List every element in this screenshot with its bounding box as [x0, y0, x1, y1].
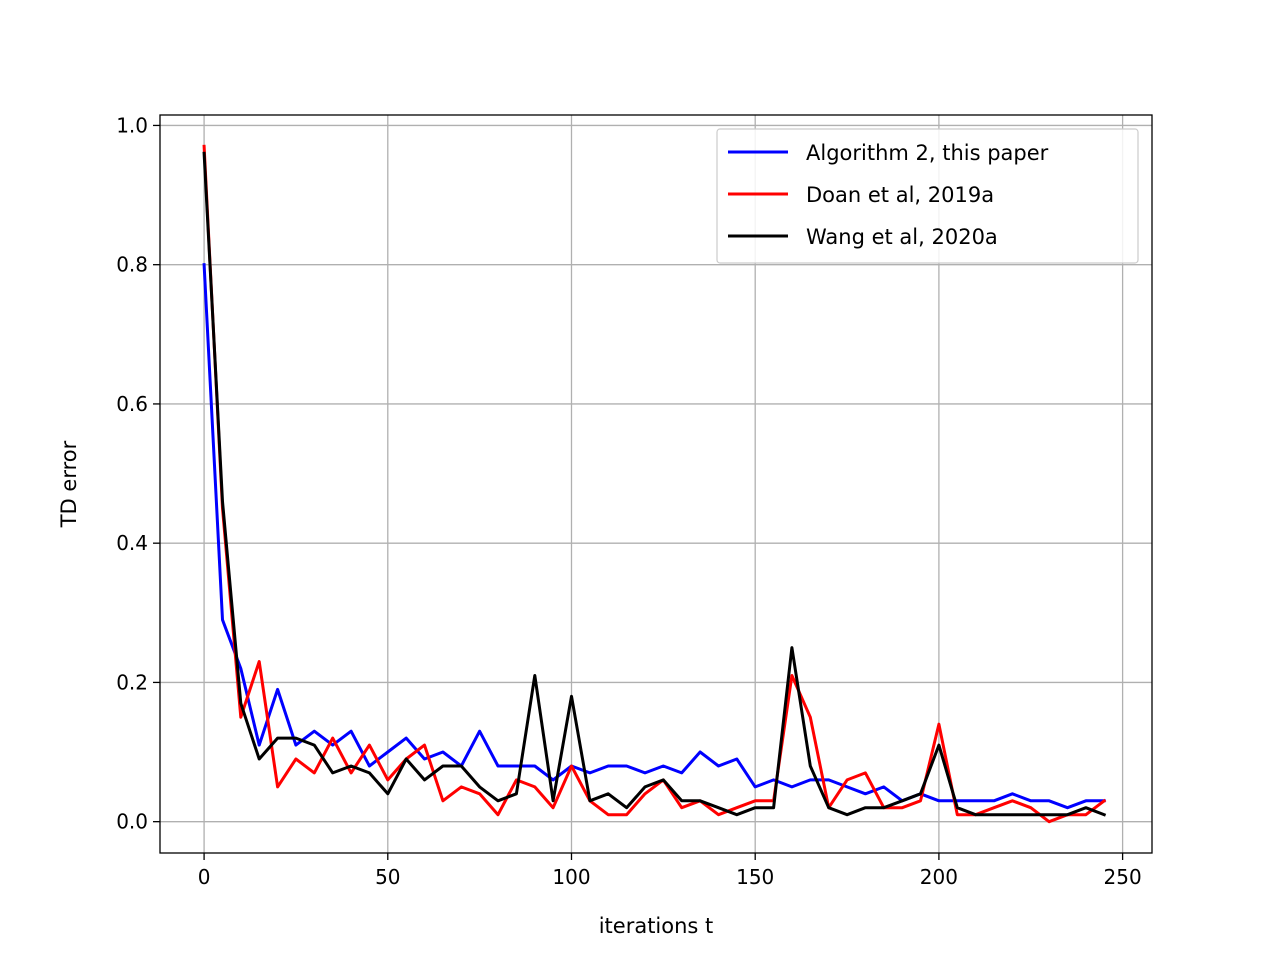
series-lines — [202, 144, 1107, 824]
y-tick-label: 0.8 — [116, 253, 148, 277]
x-tick-label: 100 — [552, 865, 590, 889]
y-tick-label: 1.0 — [116, 113, 148, 137]
legend-box — [716, 128, 1139, 264]
series-line-2 — [202, 151, 1107, 817]
x-tick-label: 200 — [920, 865, 958, 889]
legend: Algorithm 2, this paper Doan et al, 2019… — [716, 128, 1139, 264]
y-tick-label: 0.0 — [116, 810, 148, 834]
y-tick-label: 0.4 — [116, 531, 148, 555]
y-axis-label: TD error — [57, 440, 81, 528]
plot-frame — [159, 114, 1153, 854]
legend-label-1: Doan et al, 2019a — [806, 183, 994, 207]
x-tick-label: 250 — [1104, 865, 1142, 889]
x-axis-ticks: 0 50 100 150 200 250 — [198, 853, 1142, 889]
y-axis-ticks: 0.0 0.2 0.4 0.6 0.8 1.0 — [116, 113, 160, 834]
legend-label-0: Algorithm 2, this paper — [806, 141, 1049, 165]
x-tick-label: 50 — [375, 865, 400, 889]
x-tick-label: 150 — [736, 865, 774, 889]
x-axis-label: iterations t — [599, 914, 714, 938]
legend-label-2: Wang et al, 2020a — [806, 225, 998, 249]
x-tick-label: 0 — [198, 865, 211, 889]
y-tick-label: 0.2 — [116, 670, 148, 694]
y-tick-label: 0.6 — [116, 392, 148, 416]
